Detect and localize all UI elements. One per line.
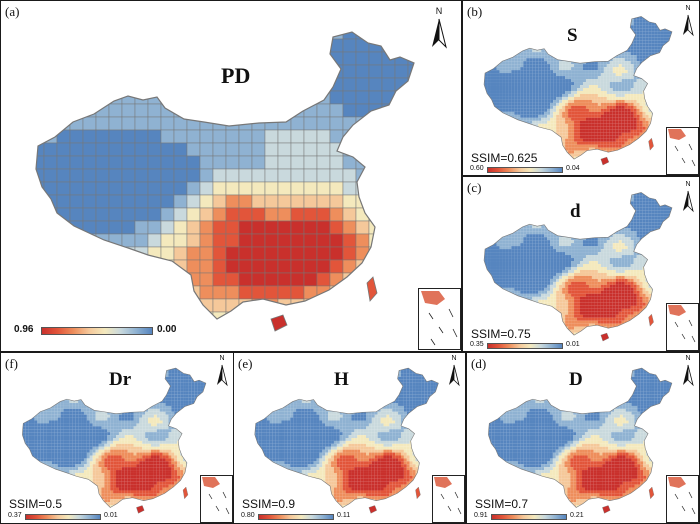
south-china-sea-inset [666, 303, 699, 351]
panel-title: D [569, 369, 583, 390]
south-china-sea-inset [432, 475, 465, 523]
ssim-label: SSIM=0.7 [475, 497, 529, 511]
panel-title: S [567, 25, 578, 46]
panel-d-small: (c) d N SSIM=0.75 0.35 0.01 [462, 176, 700, 352]
south-china-sea-inset [666, 475, 699, 523]
legend-min: 0.60 [470, 165, 484, 172]
legend-max: 0.01 [566, 341, 580, 348]
panel-tag: (a) [5, 4, 20, 19]
panel-s: (b) S N SSIM=0.625 0.60 0.04 [462, 0, 700, 176]
ssim-label: SSIM=0.625 [471, 151, 538, 165]
panel-pd: (a) PD N 0.96 0.00 [0, 0, 462, 352]
panel-title: Dr [109, 369, 132, 390]
south-china-sea-inset [666, 127, 699, 175]
legend-min: 0.80 [241, 512, 255, 519]
north-arrow-icon: N [680, 355, 696, 389]
legend-min: 0.35 [470, 341, 484, 348]
legend-max: 0.01 [104, 512, 118, 519]
panel-tag: (b) [467, 4, 483, 19]
china-map-d-small [483, 192, 673, 342]
legend-max: 0.11 [337, 512, 351, 519]
legend-bar [41, 327, 153, 335]
north-arrow-icon: N [214, 355, 230, 389]
panel-title: d [570, 201, 581, 222]
panel-title: H [334, 369, 349, 390]
ssim-label: SSIM=0.9 [242, 497, 296, 511]
panel-tag: (f) [5, 356, 18, 371]
north-arrow-icon: N [446, 355, 462, 389]
ssim-label: SSIM=0.75 [471, 327, 531, 341]
china-map-s [483, 16, 673, 166]
legend-bar [491, 514, 567, 520]
panel-tag: (d) [471, 356, 487, 371]
panel-d-large: (d) D N SSIM=0.7 0.91 0.21 [466, 352, 700, 524]
legend-min: 0.37 [8, 512, 22, 519]
panel-dr: (f) Dr N SSIM=0.5 0.37 0.01 [0, 352, 234, 524]
legend-bar [25, 514, 101, 520]
panel-title: PD [221, 63, 251, 88]
ssim-label: SSIM=0.5 [9, 497, 63, 511]
panel-h: (e) H N SSIM=0.9 0.80 0.11 [233, 352, 466, 524]
china-map-d-large [487, 367, 673, 514]
legend-max: 0.00 [157, 324, 177, 335]
legend-min: 0.96 [14, 324, 34, 335]
china-map-h [254, 367, 439, 514]
china-map-dr [21, 367, 207, 514]
legend-min: 0.91 [474, 512, 488, 519]
south-china-sea-inset [200, 475, 233, 523]
north-arrow-icon: N [429, 6, 449, 51]
north-arrow-icon: N [680, 181, 696, 215]
north-arrow-icon: N [680, 5, 696, 39]
south-china-sea-inset [418, 288, 461, 350]
legend-bar [258, 514, 334, 520]
legend-max: 0.21 [570, 512, 584, 519]
map-fill [484, 16, 672, 160]
legend-bar [487, 167, 563, 173]
panel-tag: (e) [238, 356, 253, 371]
panel-tag: (c) [467, 180, 482, 195]
legend-max: 0.04 [566, 165, 580, 172]
china-map-pd [35, 31, 415, 332]
legend-bar [487, 343, 563, 349]
